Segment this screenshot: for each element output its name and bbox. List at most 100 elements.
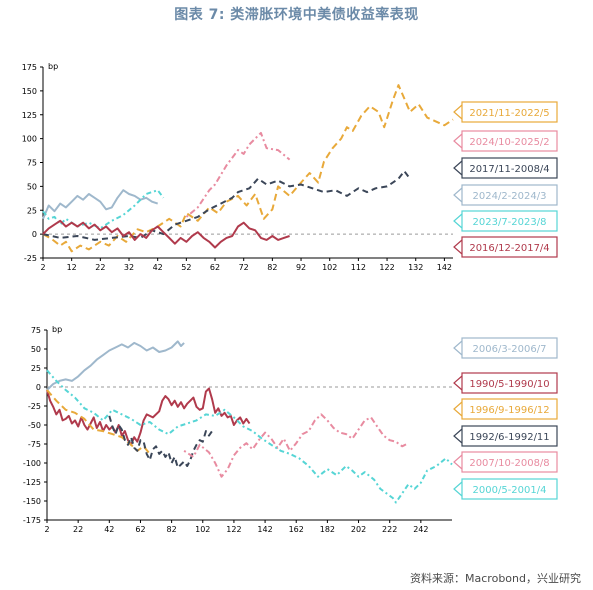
x-tick-label: 12 bbox=[67, 263, 77, 272]
x-tick-label: 42 bbox=[104, 525, 114, 534]
y-tick-label: -125 bbox=[23, 478, 41, 487]
x-tick-label: 222 bbox=[382, 525, 397, 534]
x-tick-label: 72 bbox=[239, 263, 249, 272]
y-tick-label: 0 bbox=[36, 383, 41, 392]
legend-label: 2024/2-2024/3 bbox=[473, 191, 547, 202]
x-tick-label: 62 bbox=[210, 263, 220, 272]
x-tick-label: 122 bbox=[226, 525, 241, 534]
legend-box bbox=[461, 130, 558, 152]
legend-pointer bbox=[453, 454, 463, 470]
series-line bbox=[108, 415, 213, 469]
legend-box bbox=[461, 157, 558, 179]
legend-label: 2016/12-2017/4 bbox=[469, 243, 549, 254]
y-tick-label: 150 bbox=[22, 87, 37, 96]
chart-title: 图表 7: 类滞胀环境中美债收益率表现 bbox=[174, 7, 419, 23]
series-line bbox=[42, 84, 454, 253]
legend-box bbox=[461, 398, 558, 420]
x-tick-label: 122 bbox=[379, 263, 394, 272]
y-tick-label: 175 bbox=[22, 63, 37, 72]
y-tick-label: -100 bbox=[23, 459, 41, 468]
legend-box bbox=[461, 236, 558, 258]
x-tick-label: 142 bbox=[437, 263, 452, 272]
legend-label: 1990/5-1990/10 bbox=[469, 379, 549, 390]
series-line bbox=[42, 189, 159, 220]
y-tick-label: 100 bbox=[22, 135, 37, 144]
legend-box bbox=[461, 372, 558, 394]
x-tick-label: 182 bbox=[320, 525, 335, 534]
legend-pointer bbox=[453, 481, 463, 497]
y-tick-label: -150 bbox=[23, 497, 41, 506]
legend-label: 1996/9-1996/12 bbox=[469, 405, 549, 416]
legend-box bbox=[461, 101, 558, 123]
legend-box bbox=[461, 425, 558, 447]
y-tick-label: -25 bbox=[28, 402, 41, 411]
legend-pointer bbox=[453, 187, 463, 203]
x-tick-label: 102 bbox=[322, 263, 337, 272]
x-tick-label: 112 bbox=[351, 263, 366, 272]
x-tick-label: 2 bbox=[44, 525, 49, 534]
legend-pointer bbox=[453, 239, 463, 255]
y-tick-label: 0 bbox=[32, 230, 37, 239]
series-line bbox=[46, 387, 251, 446]
y-tick-label: 75 bbox=[27, 159, 37, 168]
y-tick-label: -175 bbox=[23, 516, 41, 525]
legend-label: 1992/6-1992/11 bbox=[469, 432, 549, 443]
legend-label: 2017/11-2008/4 bbox=[469, 164, 549, 175]
x-tick-label: 32 bbox=[124, 263, 134, 272]
series-line bbox=[185, 131, 291, 218]
legend-label: 2007/10-2008/8 bbox=[469, 458, 549, 469]
chart-1: -25 0 25 50 75 100 125 150 175 2 12 22 32 42 52 62 72 82 9… bbox=[22, 62, 558, 272]
legend-pointer bbox=[453, 375, 463, 391]
legend-pointer bbox=[453, 213, 463, 229]
legend-label: 2006/3-2006/7 bbox=[473, 344, 547, 355]
x-tick-label: 52 bbox=[181, 263, 191, 272]
y-tick-label: 75 bbox=[31, 326, 41, 335]
y-unit-label: bp bbox=[52, 325, 62, 334]
legend-label: 2023/7-2023/8 bbox=[473, 217, 547, 228]
legend-pointer bbox=[453, 401, 463, 417]
legend-label: 2000/5-2001/4 bbox=[473, 485, 547, 496]
x-tick-label: 102 bbox=[195, 525, 210, 534]
x-tick-label: 162 bbox=[289, 525, 304, 534]
legend-box bbox=[461, 337, 558, 359]
legend-box bbox=[461, 451, 558, 473]
y-tick-label: -50 bbox=[28, 421, 41, 430]
x-tick-label: 62 bbox=[135, 525, 145, 534]
x-tick-label: 22 bbox=[95, 263, 105, 272]
x-tick-label: 92 bbox=[296, 263, 306, 272]
series-line bbox=[42, 219, 290, 249]
x-tick-label: 132 bbox=[408, 263, 423, 272]
series-line bbox=[46, 340, 185, 391]
y-tick-label: 50 bbox=[27, 182, 37, 191]
legend-box bbox=[461, 478, 558, 500]
legend-pointer bbox=[453, 133, 463, 149]
x-tick-label: 142 bbox=[257, 525, 272, 534]
x-tick-label: 82 bbox=[167, 525, 177, 534]
series-line bbox=[46, 369, 453, 504]
y-unit-label: bp bbox=[48, 62, 58, 71]
series-line bbox=[46, 389, 151, 455]
legend-pointer bbox=[453, 428, 463, 444]
y-tick-label: 125 bbox=[22, 111, 37, 120]
source-note: 资料来源：Macrobond，兴业研究 bbox=[410, 572, 581, 585]
legend-box bbox=[461, 184, 558, 206]
legend-label: 2024/10-2025/2 bbox=[469, 137, 549, 148]
x-tick-label: 242 bbox=[413, 525, 428, 534]
y-tick-label: -25 bbox=[24, 254, 37, 263]
x-tick-label: 42 bbox=[153, 263, 163, 272]
legend-box bbox=[461, 210, 558, 232]
x-tick-label: 2 bbox=[40, 263, 45, 272]
x-tick-label: 22 bbox=[73, 525, 83, 534]
series-line bbox=[183, 413, 409, 478]
x-tick-label: 202 bbox=[351, 525, 366, 534]
series-line bbox=[42, 170, 411, 241]
legend-pointer bbox=[453, 104, 463, 120]
y-tick-label: 50 bbox=[31, 345, 41, 354]
legend-pointer bbox=[453, 340, 463, 356]
y-tick-label: 25 bbox=[31, 364, 41, 373]
legend-pointer bbox=[453, 160, 463, 176]
y-tick-label: -75 bbox=[28, 440, 41, 449]
legend-label: 2021/11-2022/5 bbox=[469, 108, 549, 119]
